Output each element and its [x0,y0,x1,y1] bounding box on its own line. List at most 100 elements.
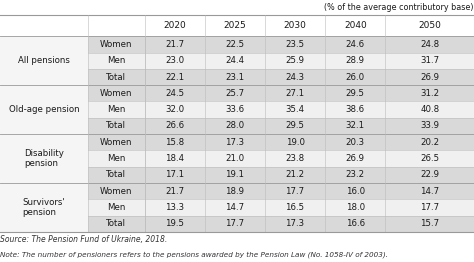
Text: 32.0: 32.0 [165,105,184,114]
Text: 26.6: 26.6 [165,122,184,130]
Text: 19.1: 19.1 [225,170,245,179]
Text: Women: Women [100,187,132,196]
Text: 15.8: 15.8 [165,138,184,147]
Text: All pensions: All pensions [18,56,70,65]
Bar [0,167,474,183]
Text: Note: The number of pensioners refers to the pensions awarded by the Pension Law: Note: The number of pensioners refers to… [0,251,388,258]
Text: 22.1: 22.1 [165,73,184,81]
Text: 17.7: 17.7 [225,219,245,228]
Text: 13.3: 13.3 [165,203,184,212]
Bar [0,183,474,199]
Bar [0,134,88,183]
Text: 23.5: 23.5 [285,40,305,49]
Text: 23.2: 23.2 [346,170,365,179]
Text: 35.4: 35.4 [285,105,305,114]
Bar [0,134,474,150]
Text: 18.0: 18.0 [346,203,365,212]
Text: 21.7: 21.7 [165,40,184,49]
Text: 23.1: 23.1 [225,73,245,81]
Text: Women: Women [100,40,132,49]
Text: 17.7: 17.7 [420,203,439,212]
Text: 22.9: 22.9 [420,170,439,179]
Bar [0,15,474,36]
Text: Total: Total [106,170,126,179]
Text: Men: Men [107,105,125,114]
Text: 20.3: 20.3 [346,138,365,147]
Text: 16.5: 16.5 [285,203,305,212]
Text: 2030: 2030 [283,21,307,30]
Text: 19.5: 19.5 [165,219,184,228]
Text: 24.4: 24.4 [225,56,245,65]
Text: 23.8: 23.8 [285,154,305,163]
Text: 16.0: 16.0 [346,187,365,196]
Text: 18.9: 18.9 [225,187,245,196]
Text: 17.7: 17.7 [285,187,305,196]
Text: 25.7: 25.7 [225,89,245,98]
Text: 38.6: 38.6 [346,105,365,114]
Text: 26.0: 26.0 [346,73,365,81]
Text: Disability
pension: Disability pension [24,149,64,168]
Text: 2020: 2020 [164,21,186,30]
Text: Total: Total [106,122,126,130]
Text: 14.7: 14.7 [420,187,439,196]
Bar [0,183,88,232]
Text: 32.1: 32.1 [346,122,365,130]
Text: Survivors'
pension: Survivors' pension [22,198,65,217]
Bar [0,69,474,85]
Bar [0,36,88,85]
Text: Total: Total [106,73,126,81]
Text: 21.2: 21.2 [285,170,305,179]
Text: 2025: 2025 [224,21,246,30]
Text: 29.5: 29.5 [285,122,305,130]
Text: Men: Men [107,56,125,65]
Text: 26.9: 26.9 [420,73,439,81]
Bar [0,199,474,216]
Text: 29.5: 29.5 [346,89,365,98]
Text: 31.2: 31.2 [420,89,439,98]
Text: 27.1: 27.1 [285,89,305,98]
Text: 21.7: 21.7 [165,187,184,196]
Text: Source: The Pension Fund of Ukraine, 2018.: Source: The Pension Fund of Ukraine, 201… [0,235,167,244]
Text: Women: Women [100,89,132,98]
Text: 24.8: 24.8 [420,40,439,49]
Text: 2050: 2050 [418,21,441,30]
Text: 26.9: 26.9 [346,154,365,163]
Text: 15.7: 15.7 [420,219,439,228]
Text: Old-age pension: Old-age pension [9,105,79,114]
Bar [0,150,474,167]
Bar [0,85,88,134]
Bar [0,85,474,101]
Bar [0,101,474,118]
Bar [0,216,474,232]
Text: 14.7: 14.7 [225,203,245,212]
Text: Men: Men [107,154,125,163]
Text: 2040: 2040 [344,21,366,30]
Text: 24.3: 24.3 [285,73,305,81]
Text: 18.4: 18.4 [165,154,184,163]
Text: 17.3: 17.3 [225,138,245,147]
Text: 24.6: 24.6 [346,40,365,49]
Text: 22.5: 22.5 [225,40,245,49]
Text: 17.3: 17.3 [285,219,305,228]
Bar [0,118,474,134]
Text: Total: Total [106,219,126,228]
Text: 31.7: 31.7 [420,56,439,65]
Text: 19.0: 19.0 [285,138,305,147]
Text: Women: Women [100,138,132,147]
Text: 23.0: 23.0 [165,56,184,65]
Text: 28.0: 28.0 [225,122,245,130]
Text: 28.9: 28.9 [346,56,365,65]
Text: 40.8: 40.8 [420,105,439,114]
Text: 33.9: 33.9 [420,122,439,130]
Text: Men: Men [107,203,125,212]
Bar [0,53,474,69]
Text: 21.0: 21.0 [225,154,245,163]
Text: 33.6: 33.6 [225,105,245,114]
Text: 25.9: 25.9 [285,56,305,65]
Text: 17.1: 17.1 [165,170,184,179]
Text: 16.6: 16.6 [346,219,365,228]
Text: 24.5: 24.5 [165,89,184,98]
Text: 20.2: 20.2 [420,138,439,147]
Text: (% of the average contributory base): (% of the average contributory base) [325,3,474,12]
Text: 26.5: 26.5 [420,154,439,163]
